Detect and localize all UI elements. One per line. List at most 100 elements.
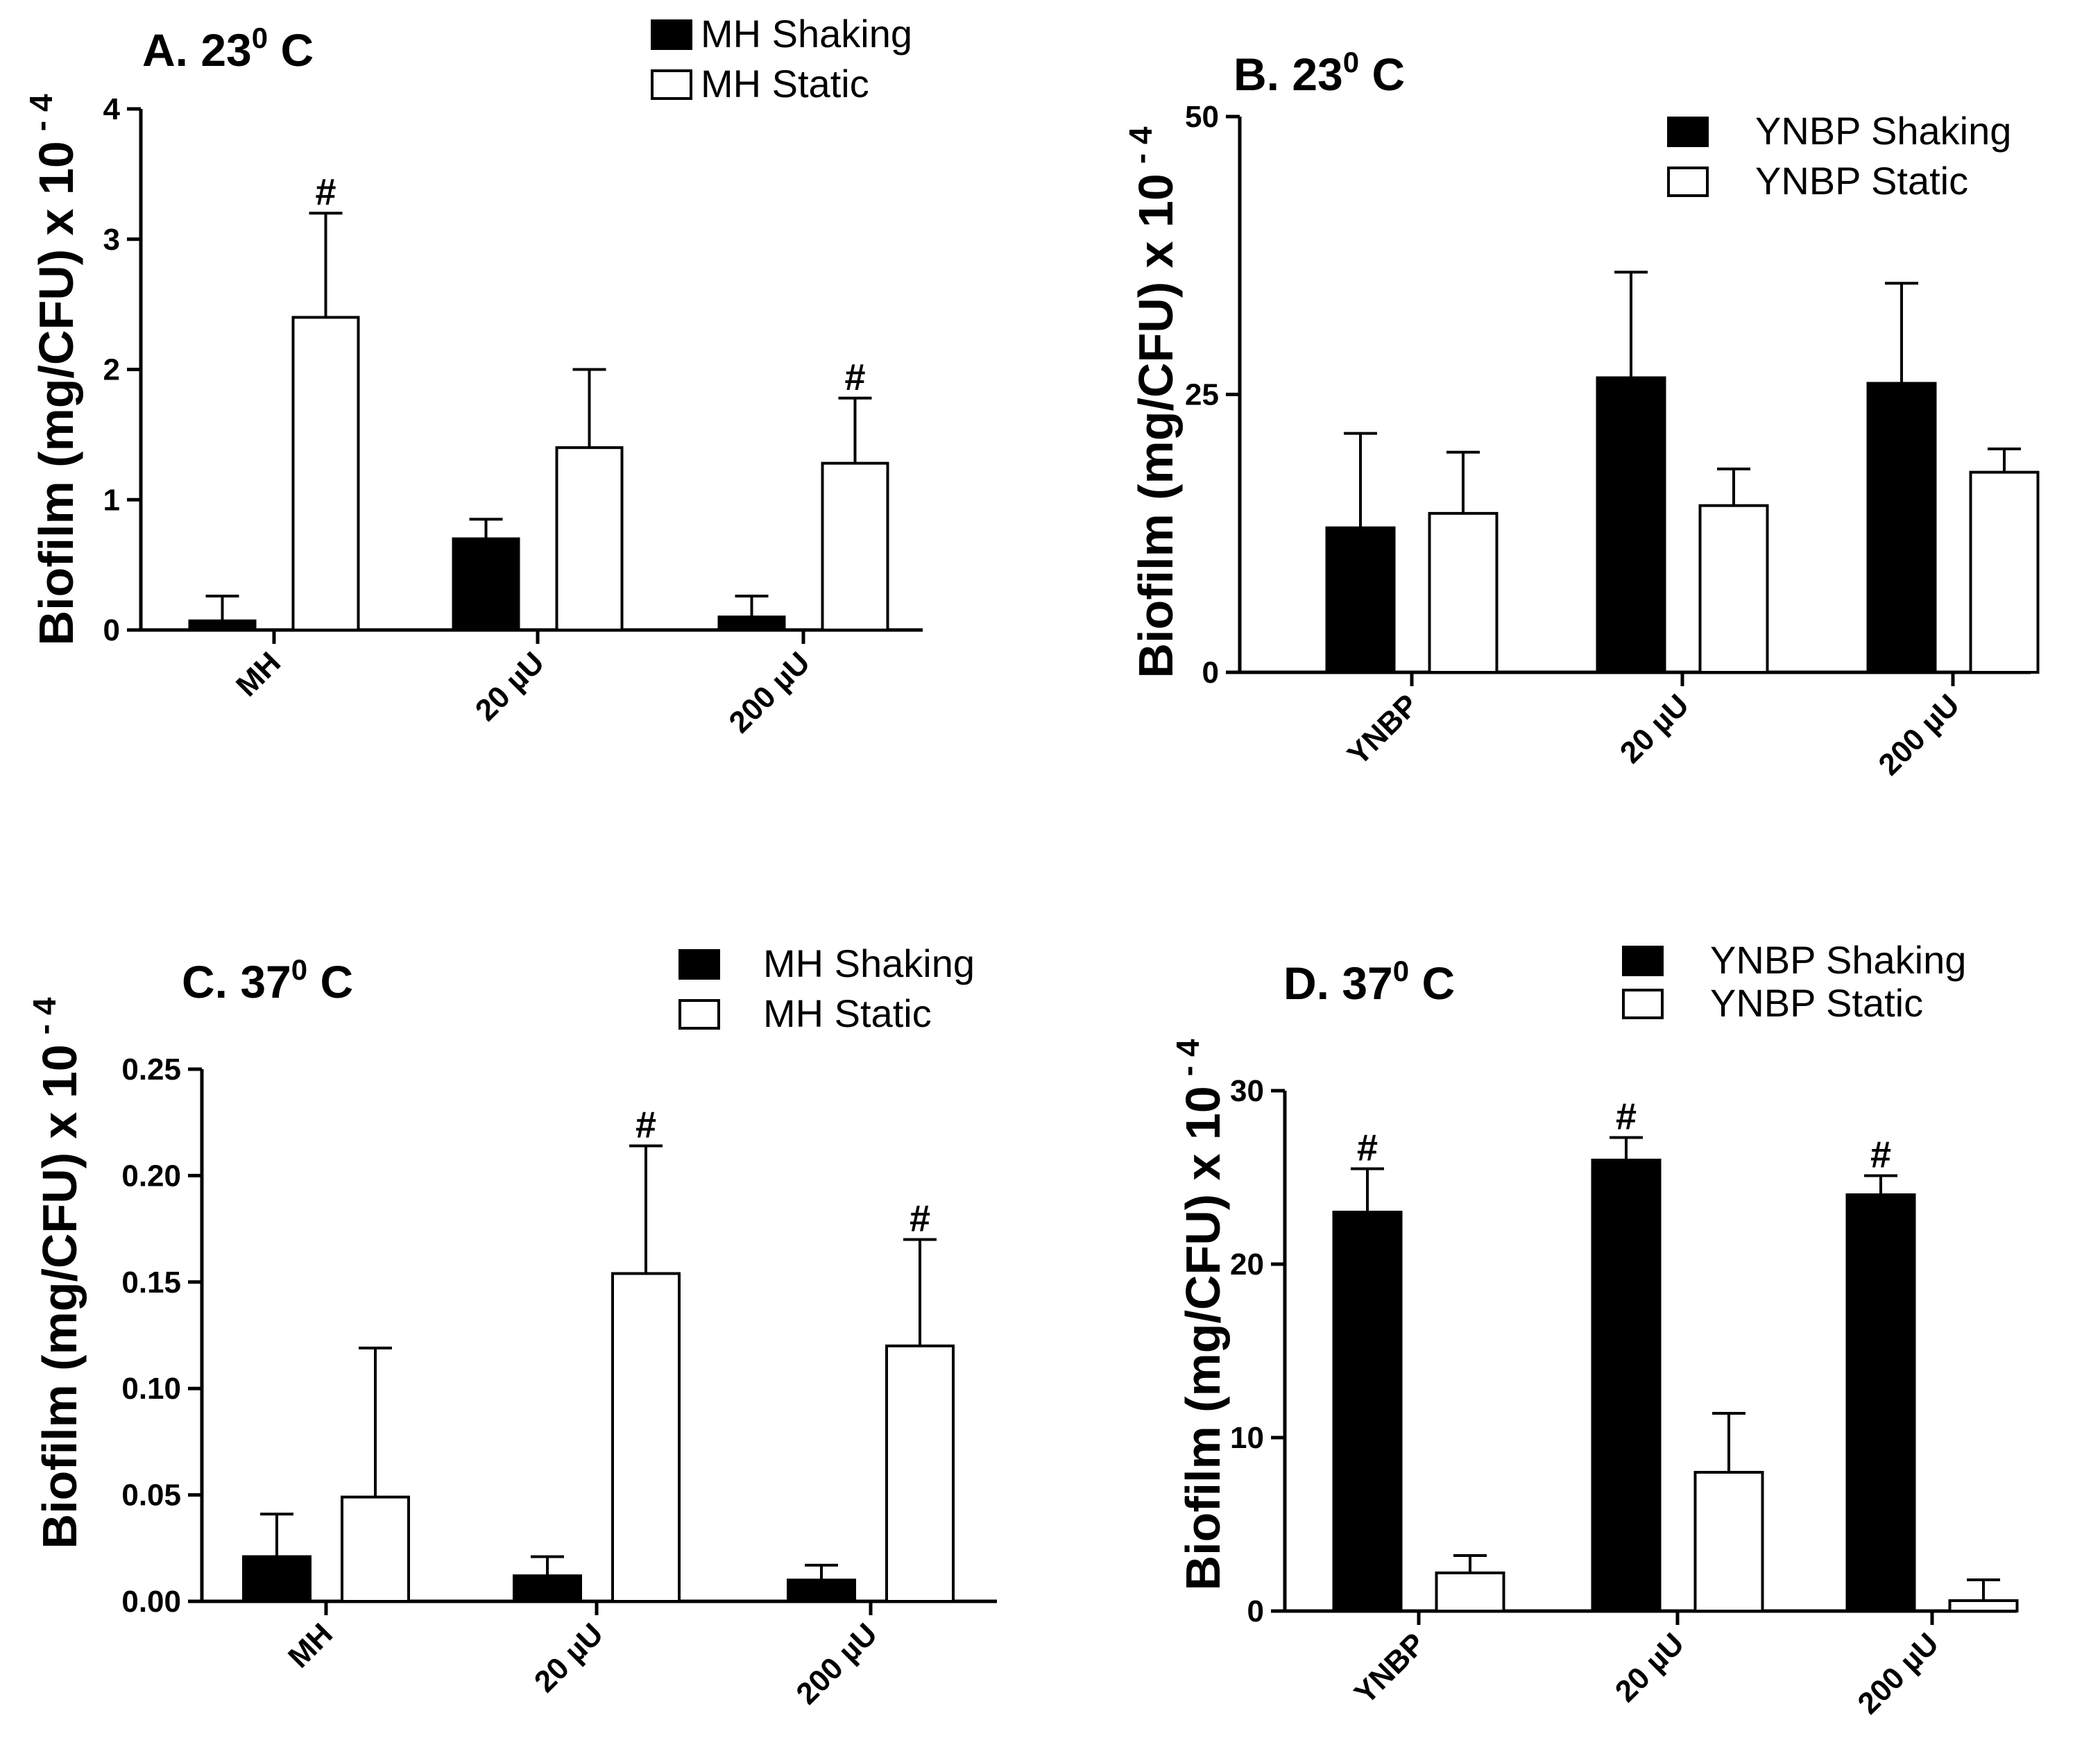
significance-mark: # <box>315 171 336 213</box>
legend-swatch <box>678 949 720 980</box>
y-tick-label: 25 <box>1185 378 1219 412</box>
y-axis-label: Biofilm (mg/CFU) x 10 - 4 <box>1122 126 1183 678</box>
x-tick-label: YNBP <box>1348 1626 1432 1710</box>
y-axis-label-text: Biofilm (mg/CFU) x 10 <box>33 1044 87 1549</box>
bar <box>513 1574 582 1603</box>
bar <box>452 537 520 632</box>
panel-title-unit: C <box>268 24 314 76</box>
panel-title: D. 370 C <box>1283 955 1455 1009</box>
y-tick-label: 50 <box>1185 100 1219 134</box>
bar <box>1866 382 1937 674</box>
y-axis-label-exponent: - 4 <box>1122 126 1159 164</box>
y-tick-label: 0.05 <box>121 1479 181 1513</box>
y-axis-label: Biofilm (mg/CFU) x 10 - 4 <box>1170 1039 1230 1590</box>
legend-label: MH Static <box>701 62 869 105</box>
bar <box>291 316 360 631</box>
panel-c: C. 370 C Biofilm (mg/CFU) x 10 - 4 0.00 0.05… <box>26 942 997 1711</box>
x-tick-label: 20 µU <box>1614 688 1696 769</box>
bar <box>1948 1599 2019 1612</box>
y-tick-label: 4 <box>103 92 121 126</box>
y-axis-label: Biofilm (mg/CFU) x 10 - 4 <box>23 94 83 645</box>
bar <box>555 446 624 632</box>
legend-swatch <box>1622 989 1664 1019</box>
y-tick-label: 30 <box>1230 1074 1264 1108</box>
y-tick-label: 0.00 <box>121 1585 181 1619</box>
panel-title-superscript: 0 <box>252 22 268 54</box>
bar <box>1428 511 1499 674</box>
bar <box>1596 376 1666 674</box>
bar <box>821 461 889 631</box>
y-tick-label: 1 <box>103 483 120 517</box>
panel-title-superscript: 0 <box>1393 955 1409 987</box>
y-tick-label: 0.20 <box>121 1159 181 1193</box>
bar <box>717 615 786 631</box>
y-tick-label: 2 <box>103 353 120 387</box>
panel-title-text: B. 23 <box>1233 49 1343 100</box>
panel-title-unit: C <box>307 956 353 1007</box>
x-tick-label: 200 µU <box>1851 1626 1945 1721</box>
y-tick-label: 0 <box>1247 1594 1264 1628</box>
legend-swatch <box>651 19 692 50</box>
legend-label: YNBP Static <box>1755 159 1968 203</box>
legend-swatch <box>1667 117 1709 147</box>
bar <box>1969 470 2040 674</box>
x-tick-label: MH <box>282 1617 339 1674</box>
x-tick-label: 20 µU <box>469 645 551 727</box>
legend-label: YNBP Static <box>1710 981 1923 1025</box>
panel-title: A. 230 C <box>142 22 314 76</box>
x-tick-label: 200 µU <box>722 645 817 740</box>
y-tick-label: 0.25 <box>121 1053 181 1087</box>
y-axis-label-exponent: - 4 <box>1170 1039 1206 1076</box>
x-tick-label: 200 µU <box>789 1617 884 1711</box>
y-tick-label: 3 <box>103 223 120 257</box>
y-axis-label-exponent: - 4 <box>23 94 59 131</box>
legend-swatch <box>1667 167 1709 197</box>
bar <box>885 1344 955 1603</box>
bar <box>1325 526 1396 674</box>
y-tick-label: 0 <box>103 613 120 647</box>
bar <box>1332 1211 1403 1612</box>
legend-label: YNBP Shaking <box>1755 109 2011 153</box>
bar <box>1435 1572 1505 1612</box>
panel-title-unit: C <box>1409 957 1455 1009</box>
panel-title-text: D. 37 <box>1283 957 1393 1009</box>
y-tick-label: 0 <box>1202 656 1219 690</box>
panel-title-text: A. 23 <box>142 24 252 76</box>
bar <box>188 619 257 631</box>
y-tick-label: 0.10 <box>121 1372 181 1406</box>
y-axis-label-exponent: - 4 <box>26 997 62 1034</box>
legend-swatch <box>678 999 720 1030</box>
y-axis-label: Biofilm (mg/CFU) x 10 - 4 <box>26 997 87 1549</box>
legend-label: MH Shaking <box>701 12 912 56</box>
panel-title: B. 230 C <box>1233 46 1405 100</box>
legend-swatch <box>651 69 692 100</box>
significance-mark: # <box>635 1104 656 1145</box>
significance-mark: # <box>844 357 865 398</box>
x-tick-label: 20 µU <box>528 1617 610 1698</box>
bar <box>1698 504 1769 674</box>
bar <box>1845 1193 1916 1612</box>
legend-label: MH Shaking <box>763 942 975 985</box>
bar <box>1591 1159 1662 1612</box>
significance-mark: # <box>1357 1127 1378 1169</box>
x-tick-label: 200 µU <box>1872 688 1966 782</box>
y-axis-label-text: Biofilm (mg/CFU) x 10 <box>29 141 83 645</box>
legend-swatch <box>1622 946 1664 976</box>
y-axis-label-text: Biofilm (mg/CFU) x 10 <box>1129 173 1183 678</box>
significance-mark: # <box>1870 1134 1891 1176</box>
x-tick-label: YNBP <box>1341 688 1425 772</box>
y-tick-label: 20 <box>1230 1247 1264 1281</box>
y-tick-label: 10 <box>1230 1421 1264 1455</box>
significance-mark: # <box>910 1198 930 1239</box>
panel-title-superscript: 0 <box>1343 46 1359 78</box>
bar <box>787 1578 856 1603</box>
panel-title-text: C. 37 <box>182 956 291 1007</box>
panel-title: C. 370 C <box>182 953 353 1007</box>
x-tick-label: MH <box>230 645 287 703</box>
panel-b: B. 230 C Biofilm (mg/CFU) x 10 - 4 0 25 50 YNB… <box>1122 46 2040 782</box>
legend-label: YNBP Shaking <box>1710 938 1966 982</box>
x-tick-label: 20 µU <box>1609 1626 1691 1708</box>
